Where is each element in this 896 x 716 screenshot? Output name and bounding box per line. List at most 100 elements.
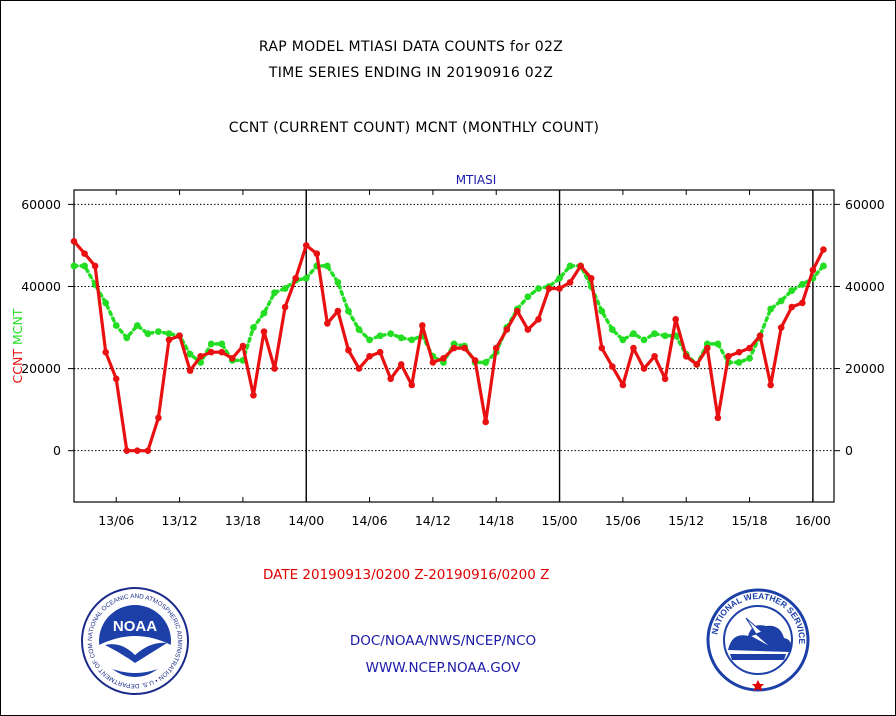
series-ccnt (70, 238, 827, 454)
point-ccnt (566, 279, 574, 286)
point-ccnt (134, 447, 141, 454)
point-ccnt (91, 262, 99, 270)
y-tick-label-left: 40000 (21, 279, 61, 294)
x-tick-label: 15/06 (605, 513, 641, 528)
point-mcnt (524, 293, 532, 301)
point-mcnt (535, 285, 542, 292)
point-mcnt (207, 340, 215, 348)
plot-title: MTIASI (456, 173, 497, 187)
point-ccnt (461, 344, 468, 352)
point-ccnt (70, 238, 78, 245)
point-ccnt (514, 307, 521, 315)
point-mcnt (714, 340, 722, 348)
point-mcnt (133, 322, 141, 329)
y-tick-label-left: 20000 (21, 361, 61, 376)
point-ccnt (176, 332, 183, 340)
point-mcnt (144, 330, 152, 338)
point-ccnt (799, 299, 806, 307)
point-ccnt (535, 316, 542, 323)
chart-title-line3: CCNT (CURRENT COUNT) MCNT (MONTHLY COUNT… (228, 120, 600, 136)
point-ccnt (419, 322, 426, 329)
point-mcnt (640, 336, 648, 344)
point-ccnt (440, 355, 447, 362)
point-ccnt (281, 303, 289, 311)
point-ccnt (366, 352, 373, 360)
point-mcnt (376, 332, 384, 340)
point-ccnt (640, 365, 648, 372)
point-ccnt (619, 381, 627, 389)
noaa-logo: NOAA NATIONAL OCEANIC AND ATMOSPHERIC AD… (81, 587, 189, 695)
point-mcnt (387, 330, 395, 338)
point-ccnt (144, 447, 152, 454)
point-mcnt (798, 281, 806, 288)
point-mcnt (271, 289, 278, 297)
point-ccnt (313, 250, 321, 257)
point-mcnt (260, 309, 268, 317)
point-mcnt (218, 340, 226, 348)
point-mcnt (323, 262, 331, 270)
star-icon (752, 680, 764, 691)
point-ccnt (387, 375, 394, 383)
point-mcnt (651, 330, 658, 338)
point-mcnt (281, 285, 289, 292)
point-mcnt (334, 278, 342, 286)
axis-labels: 0 0 20000 20000 40000 40000 60000 60000 13/06 13/… (10, 173, 885, 528)
point-ccnt (609, 363, 616, 370)
org-label: DOC/NOAA/NWS/NCEP/NCO (349, 633, 537, 649)
point-ccnt (651, 352, 658, 360)
point-ccnt (250, 391, 257, 399)
x-tick-label: 14/00 (288, 513, 324, 528)
website-link[interactable]: WWW.NCEP.NOAA.GOV (365, 660, 521, 676)
point-ccnt (788, 303, 796, 311)
point-mcnt (820, 262, 827, 270)
point-ccnt (102, 348, 109, 356)
axis-ticks (68, 190, 840, 502)
x-tick-label: 14/18 (478, 513, 514, 528)
x-tick-label: 15/12 (668, 513, 704, 528)
point-mcnt (102, 299, 110, 307)
point-ccnt (492, 344, 500, 352)
point-ccnt (820, 246, 827, 253)
point-mcnt (302, 274, 310, 282)
point-ccnt (197, 352, 204, 360)
point-ccnt (661, 375, 669, 383)
point-ccnt (186, 367, 194, 374)
point-mcnt (661, 332, 669, 340)
point-mcnt (345, 307, 352, 315)
point-ccnt (714, 414, 722, 422)
point-ccnt (577, 262, 584, 270)
point-mcnt (397, 334, 405, 342)
point-ccnt (260, 328, 268, 335)
point-ccnt (630, 344, 637, 352)
point-ccnt (123, 447, 131, 454)
point-ccnt (598, 344, 606, 352)
point-mcnt (746, 354, 753, 362)
x-tick-label: 15/00 (542, 513, 578, 528)
plot-frame (73, 189, 835, 503)
point-ccnt (587, 274, 595, 282)
point-ccnt (556, 285, 563, 292)
point-mcnt (70, 262, 78, 270)
point-ccnt (334, 307, 342, 315)
point-mcnt (355, 326, 363, 333)
date-range-label: DATE 20190913/0200 Z-20190916/0200 Z (263, 567, 550, 583)
x-tick-label: 13/18 (225, 513, 261, 528)
point-mcnt (566, 262, 574, 270)
point-ccnt (218, 348, 226, 356)
y-tick-label-right: 0 (845, 443, 853, 458)
y-axis-label: CCNT MCNT (10, 308, 25, 383)
point-ccnt (735, 348, 743, 356)
point-mcnt (81, 262, 88, 270)
point-ccnt (397, 361, 405, 368)
grid-lines (74, 203, 834, 452)
day-boundary-lines (305, 190, 814, 502)
y-tick-label-right: 40000 (845, 279, 885, 294)
nws-logo: NATIONAL WEATHER SERVICE (706, 588, 810, 692)
point-mcnt (619, 336, 627, 344)
point-ccnt (408, 381, 416, 389)
point-mcnt (186, 350, 194, 358)
point-ccnt (746, 344, 753, 352)
y-axis-label-ccnt: CCNT (10, 349, 25, 384)
point-ccnt (165, 336, 173, 344)
